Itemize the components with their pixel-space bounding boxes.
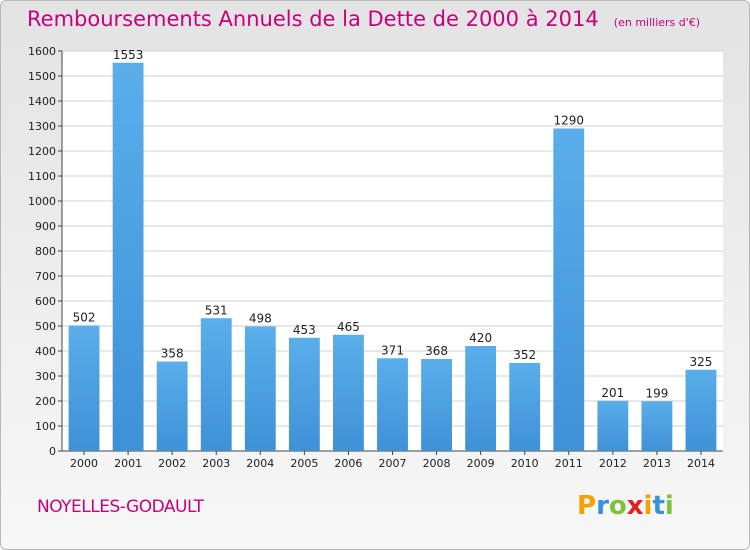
x-tick-label: 2009 (467, 457, 495, 470)
chart-header: Remboursements Annuels de la Dette de 20… (27, 7, 700, 31)
bar (553, 128, 585, 451)
bar (597, 400, 629, 451)
chart-title: Remboursements Annuels de la Dette de 20… (27, 7, 599, 31)
x-tick-label: 2006 (334, 457, 362, 470)
logo-letter: i (643, 491, 653, 521)
x-tick-label: 2003 (202, 457, 230, 470)
y-tick-label: 1600 (28, 45, 56, 58)
y-tick-label: 1000 (28, 195, 56, 208)
bar-chart: 0 100 200 300 400 500 600 700 800 900 1000 1100 1200… (28, 45, 723, 470)
y-tick-label: 1300 (28, 120, 56, 133)
y-tick-label: 700 (35, 270, 56, 283)
y-tick-label: 600 (35, 295, 56, 308)
proxiti-logo: Proxiti (577, 491, 674, 521)
logo-letter: r (596, 491, 609, 521)
x-tick-label: 2012 (599, 457, 627, 470)
bar-value-label: 453 (293, 323, 316, 337)
x-tick-label: 2002 (158, 457, 186, 470)
y-tick-label: 1100 (28, 170, 56, 183)
bar (68, 325, 100, 451)
y-tick-label: 400 (35, 345, 56, 358)
bar (465, 346, 497, 451)
x-tick-label: 2014 (687, 457, 715, 470)
bar-value-label: 199 (645, 386, 668, 400)
logo-letter: i (664, 491, 674, 521)
y-tick-label: 800 (35, 245, 56, 258)
x-tick-label: 2013 (643, 457, 671, 470)
bar-value-label: 420 (469, 331, 492, 345)
x-tick-label: 2004 (246, 457, 274, 470)
logo-letter: o (608, 491, 627, 521)
bar (112, 62, 144, 451)
bar (685, 369, 717, 451)
x-tick-label: 2011 (555, 457, 583, 470)
x-tick-label: 2001 (114, 457, 142, 470)
bar (509, 363, 541, 451)
logo-letter: t (652, 491, 665, 521)
bar-value-label: 465 (337, 320, 360, 334)
y-tick-label: 500 (35, 320, 56, 333)
y-tick-label: 900 (35, 220, 56, 233)
y-tick-label: 200 (35, 395, 56, 408)
y-tick-label: 0 (49, 445, 56, 458)
x-tick-label: 2010 (511, 457, 539, 470)
bar (244, 326, 276, 451)
y-tick-label: 1400 (28, 95, 56, 108)
bar (156, 361, 188, 451)
y-tick-label: 1200 (28, 145, 56, 158)
bar-value-label: 498 (249, 312, 272, 326)
bar (288, 337, 320, 451)
bar (377, 358, 408, 451)
bar-value-label: 358 (161, 347, 184, 361)
bar (333, 334, 364, 451)
city-name: NOYELLES-GODAULT (37, 497, 204, 517)
bar-value-label: 368 (425, 344, 448, 358)
bar (641, 401, 673, 451)
y-tick-label: 100 (35, 420, 56, 433)
bar-value-label: 201 (601, 386, 624, 400)
logo-letter: P (577, 491, 597, 521)
bar-value-label: 1553 (113, 48, 144, 62)
bar (421, 359, 452, 451)
x-tick-label: 2000 (70, 457, 98, 470)
x-tick-label: 2008 (423, 457, 451, 470)
y-tick-label: 1500 (28, 70, 56, 83)
chart-subtitle: (en milliers d'€) (613, 16, 701, 29)
bar (200, 318, 232, 451)
x-tick-label: 2005 (290, 457, 318, 470)
bar-value-label: 352 (513, 348, 536, 362)
bar-value-label: 325 (690, 355, 713, 369)
x-tick-label: 2007 (379, 457, 407, 470)
logo-letter: x (626, 491, 644, 521)
bar-value-label: 371 (381, 343, 404, 357)
bar-value-label: 1290 (553, 114, 584, 128)
y-tick-label: 300 (35, 370, 56, 383)
bar-value-label: 531 (205, 303, 228, 317)
bar-value-label: 502 (73, 311, 96, 325)
